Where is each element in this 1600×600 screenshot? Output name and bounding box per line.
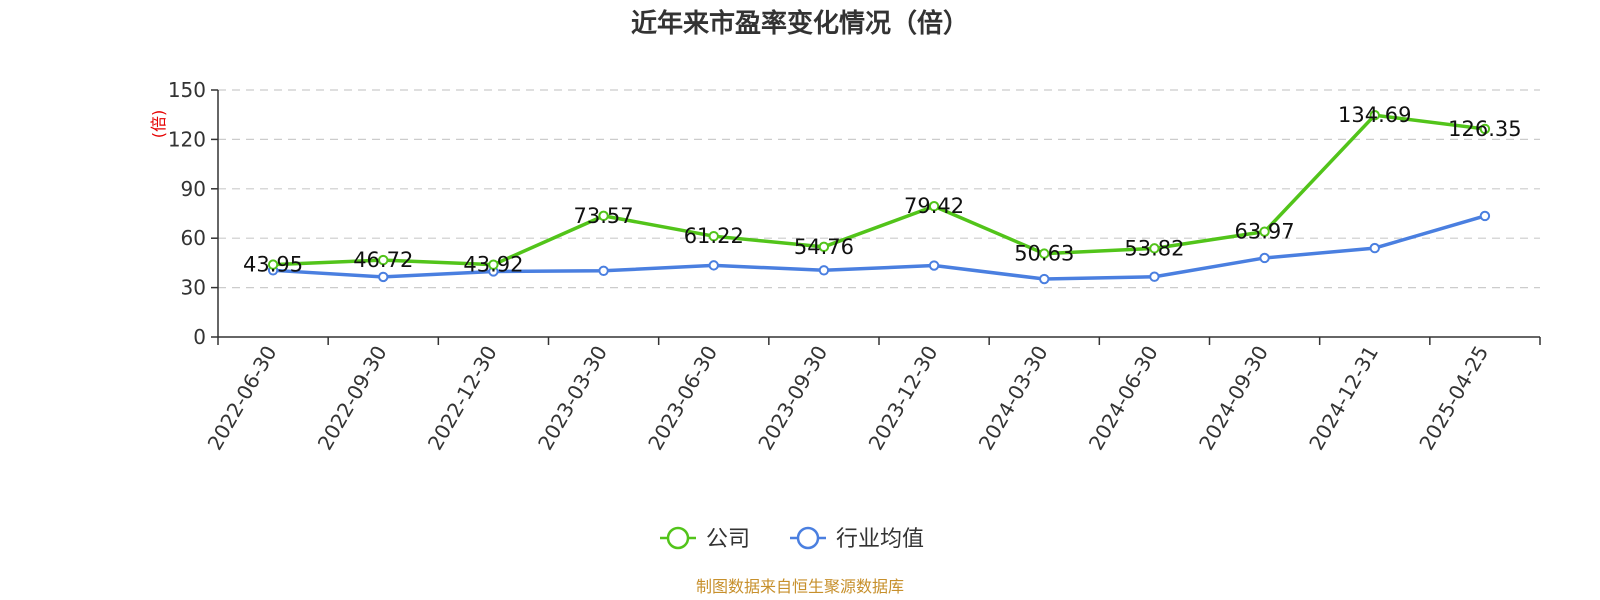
data-point[interactable]: [1369, 242, 1380, 254]
x-tick-label: 2022-06-30: [203, 342, 282, 455]
data-point[interactable]: [598, 210, 609, 222]
y-axis-label: (倍): [149, 110, 168, 139]
y-tick-label: 30: [181, 276, 206, 300]
data-point[interactable]: [378, 271, 389, 283]
x-tick-label: 2025-04-25: [1414, 342, 1493, 455]
data-label: 134.69: [1338, 103, 1411, 127]
series-line-industry-average: [272, 214, 1486, 281]
legend[interactable]: 公司 行业均值: [660, 526, 924, 552]
data-label: 46.72: [353, 248, 413, 272]
data-point[interactable]: [1479, 123, 1491, 135]
x-tick-label: 2024-09-30: [1194, 342, 1273, 455]
series-group: [267, 110, 1491, 285]
data-label: 79.42: [904, 194, 964, 218]
x-tick-label: 2023-12-30: [864, 342, 943, 455]
data-point[interactable]: [267, 259, 279, 270]
data-point[interactable]: [1039, 273, 1050, 285]
data-point[interactable]: [928, 260, 940, 271]
data-label: 73.57: [574, 204, 634, 228]
y-tick-label: 120: [168, 127, 206, 151]
data-point[interactable]: [1259, 226, 1270, 237]
grid-lines: [218, 89, 1540, 289]
data-point[interactable]: [1149, 243, 1160, 254]
data-label: 61.22: [684, 224, 744, 248]
data-label: 54.76: [794, 235, 854, 259]
data-point[interactable]: [1369, 110, 1380, 121]
data-point[interactable]: [1259, 252, 1270, 264]
data-point[interactable]: [818, 265, 830, 276]
data-labels: 43.95 46.72 43.92 73.57 61.22 54.76 79.42 50.63…: [243, 103, 1522, 276]
data-point[interactable]: [1479, 210, 1491, 222]
y-tick-label: 90: [181, 177, 206, 201]
data-point[interactable]: [1039, 248, 1050, 259]
x-tick-label: 2023-09-30: [753, 342, 832, 455]
data-label: 43.92: [463, 253, 523, 277]
x-tick-label: 2023-03-30: [533, 342, 612, 455]
x-tick-label: 2023-06-30: [643, 342, 722, 455]
data-point[interactable]: [488, 259, 499, 270]
legend-label: 公司: [706, 527, 750, 552]
y-tick-label: 60: [181, 226, 206, 250]
data-point[interactable]: [708, 260, 719, 271]
data-label: 43.95: [243, 253, 303, 277]
data-point[interactable]: [1149, 271, 1160, 282]
data-point[interactable]: [818, 241, 830, 253]
data-source-note: 制图数据来自恒生聚源数据库: [696, 577, 904, 596]
y-tick-label: 0: [193, 325, 206, 349]
data-point[interactable]: [928, 201, 940, 212]
series-line-company: [273, 113, 1486, 267]
data-point[interactable]: [708, 230, 719, 242]
chart-title: 近年来市盈率变化情况（倍）: [631, 8, 969, 39]
legend-marker-icon: [796, 526, 820, 550]
data-label: 63.97: [1235, 220, 1295, 244]
y-tick-label: 150: [168, 78, 206, 102]
x-tick-label: 2024-03-30: [974, 342, 1053, 455]
data-label: 126.35: [1448, 117, 1521, 141]
data-point[interactable]: [598, 265, 609, 277]
x-tick-label: 2022-09-30: [313, 342, 392, 455]
legend-label: 行业均值: [836, 527, 924, 552]
legend-item-industry-average[interactable]: 行业均值: [790, 526, 924, 552]
data-label: 50.63: [1014, 242, 1074, 266]
legend-marker-icon: [666, 526, 690, 550]
legend-item-company[interactable]: 公司: [660, 526, 750, 552]
data-point[interactable]: [378, 254, 389, 266]
data-label: 53.82: [1124, 236, 1184, 260]
x-tick-label: 2024-12-31: [1304, 342, 1383, 455]
x-tick-label: 2024-06-30: [1084, 342, 1163, 455]
x-tick-label: 2022-12-30: [423, 342, 502, 455]
